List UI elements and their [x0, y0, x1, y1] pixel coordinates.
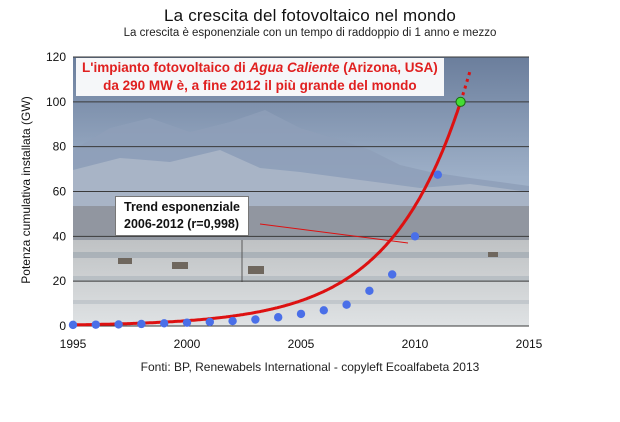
x-tick-labels: 1995 2000 2005 2010 2015: [60, 337, 543, 351]
highlight-point-2012: [455, 96, 466, 107]
data-point-2008: [365, 286, 374, 296]
data-point-2001: [205, 317, 214, 327]
data-point-2006: [319, 306, 328, 315]
data-point-2002: [228, 316, 237, 326]
callout-place-name: Agua Caliente: [249, 60, 340, 75]
callout-line-1-prefix: L'impianto fotovoltaico di: [82, 60, 250, 75]
chart-subtitle: La crescita è esponenziale con un tempo …: [123, 27, 497, 39]
y-tick-label-2: 40: [53, 229, 67, 243]
y-tick-label-3: 60: [53, 185, 67, 199]
trend-correlation: 2006-2012 (r=0,998): [124, 217, 240, 231]
grid-lines: [73, 56, 529, 327]
chart-title: La crescita del fotovoltaico nel mondo: [163, 6, 457, 25]
x-tick-label-2: 2005: [288, 337, 315, 351]
y-tick-labels: 0 20 40 60 80 100 120: [46, 50, 66, 333]
source-footer: Fonti: BP, Renewabels International - co…: [140, 360, 480, 374]
trend-curve-extrapolation: [459, 68, 473, 103]
y-tick-label-5: 100: [46, 95, 66, 109]
data-point-2007: [342, 300, 351, 309]
x-tick-label-3: 2010: [402, 337, 429, 351]
data-point-2010: [410, 232, 420, 241]
data-points: [68, 96, 466, 330]
data-point-1995: [68, 320, 78, 330]
data-point-1998: [137, 319, 146, 329]
callout-line-2: da 290 MW è, a fine 2012 il più grande d…: [103, 78, 417, 93]
trend-pointer-line: [259, 223, 409, 244]
data-point-2005: [296, 309, 306, 319]
trend-label: Trend esponenziale: [124, 200, 241, 214]
data-point-2011: [433, 170, 442, 179]
callout-line-1-suffix: (Arizona, USA): [339, 60, 438, 75]
y-tick-label-1: 20: [53, 274, 67, 288]
x-tick-label-1: 2000: [174, 337, 201, 351]
y-tick-label-6: 120: [46, 50, 66, 64]
y-tick-label-4: 80: [53, 140, 67, 154]
y-tick-label-0: 0: [59, 319, 66, 333]
data-point-2003: [251, 315, 260, 324]
agua-caliente-callout: L'impianto fotovoltaico di Agua Caliente…: [76, 58, 444, 96]
data-point-2004: [274, 313, 283, 322]
data-point-2009: [388, 270, 397, 279]
callout-line-1: L'impianto fotovoltaico di Agua Caliente…: [82, 59, 438, 77]
data-point-2000: [182, 318, 192, 327]
x-tick-label-4: 2015: [516, 337, 543, 351]
data-point-1997: [114, 320, 123, 329]
x-tick-label-0: 1995: [60, 337, 87, 351]
trend-annotation-box: Trend esponenziale 2006-2012 (r=0,998): [115, 196, 250, 236]
data-point-1996: [91, 320, 101, 329]
data-point-1999: [160, 319, 169, 328]
